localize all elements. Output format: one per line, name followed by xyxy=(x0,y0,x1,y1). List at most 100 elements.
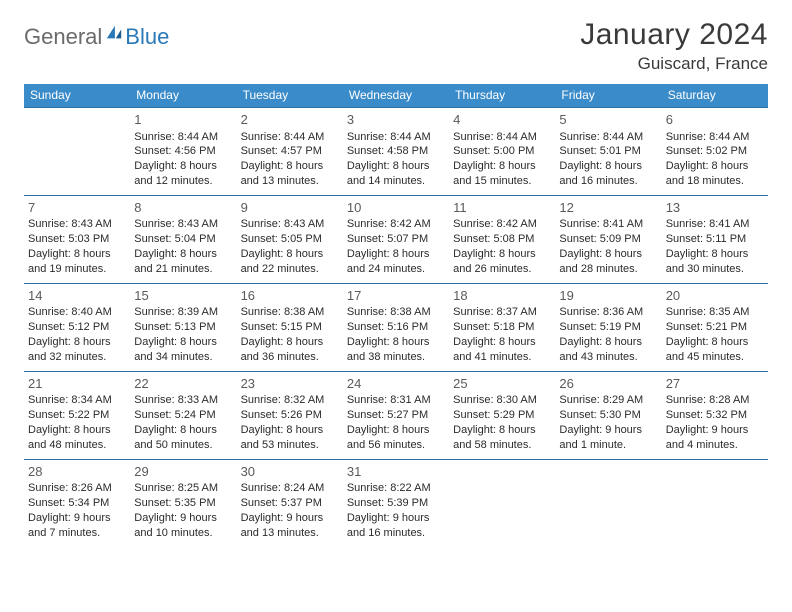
day-number: 24 xyxy=(347,375,445,393)
sunset-line: Sunset: 5:04 PM xyxy=(134,232,232,247)
location-label: Guiscard, France xyxy=(580,54,768,74)
sunrise-line: Sunrise: 8:38 AM xyxy=(347,305,445,320)
day-number: 13 xyxy=(666,199,764,217)
daylight-line: Daylight: 8 hours and 58 minutes. xyxy=(453,423,551,453)
sunset-line: Sunset: 5:05 PM xyxy=(241,232,339,247)
day-number: 5 xyxy=(559,111,657,129)
calendar-cell: 26Sunrise: 8:29 AMSunset: 5:30 PMDayligh… xyxy=(555,371,661,459)
day-number: 25 xyxy=(453,375,551,393)
calendar-cell: 24Sunrise: 8:31 AMSunset: 5:27 PMDayligh… xyxy=(343,371,449,459)
brand-part1: General xyxy=(24,24,102,50)
sunrise-line: Sunrise: 8:28 AM xyxy=(666,393,764,408)
daylight-line: Daylight: 9 hours and 16 minutes. xyxy=(347,511,445,541)
sunset-line: Sunset: 5:18 PM xyxy=(453,320,551,335)
daylight-line: Daylight: 8 hours and 32 minutes. xyxy=(28,335,126,365)
daylight-line: Daylight: 8 hours and 18 minutes. xyxy=(666,159,764,189)
weekday-header: Sunday xyxy=(24,84,130,107)
brand-sail-icon xyxy=(105,24,123,42)
sunrise-line: Sunrise: 8:44 AM xyxy=(453,130,551,145)
calendar-cell: 20Sunrise: 8:35 AMSunset: 5:21 PMDayligh… xyxy=(662,283,768,371)
sunrise-line: Sunrise: 8:33 AM xyxy=(134,393,232,408)
daylight-line: Daylight: 9 hours and 10 minutes. xyxy=(134,511,232,541)
sunset-line: Sunset: 5:15 PM xyxy=(241,320,339,335)
sunrise-line: Sunrise: 8:42 AM xyxy=(347,217,445,232)
sunrise-line: Sunrise: 8:44 AM xyxy=(241,130,339,145)
sunset-line: Sunset: 5:35 PM xyxy=(134,496,232,511)
daylight-line: Daylight: 8 hours and 26 minutes. xyxy=(453,247,551,277)
weekday-header: Friday xyxy=(555,84,661,107)
calendar-cell: 28Sunrise: 8:26 AMSunset: 5:34 PMDayligh… xyxy=(24,459,130,547)
weekday-header: Tuesday xyxy=(237,84,343,107)
daylight-line: Daylight: 8 hours and 15 minutes. xyxy=(453,159,551,189)
sunset-line: Sunset: 5:19 PM xyxy=(559,320,657,335)
day-number: 31 xyxy=(347,463,445,481)
sunset-line: Sunset: 5:27 PM xyxy=(347,408,445,423)
daylight-line: Daylight: 8 hours and 28 minutes. xyxy=(559,247,657,277)
daylight-line: Daylight: 8 hours and 16 minutes. xyxy=(559,159,657,189)
daylight-line: Daylight: 8 hours and 45 minutes. xyxy=(666,335,764,365)
calendar-cell: 12Sunrise: 8:41 AMSunset: 5:09 PMDayligh… xyxy=(555,195,661,283)
sunrise-line: Sunrise: 8:34 AM xyxy=(28,393,126,408)
sunrise-line: Sunrise: 8:38 AM xyxy=(241,305,339,320)
day-number: 10 xyxy=(347,199,445,217)
day-number: 18 xyxy=(453,287,551,305)
sunrise-line: Sunrise: 8:26 AM xyxy=(28,481,126,496)
day-number: 16 xyxy=(241,287,339,305)
sunrise-line: Sunrise: 8:43 AM xyxy=(134,217,232,232)
day-number: 15 xyxy=(134,287,232,305)
day-number: 19 xyxy=(559,287,657,305)
weekday-header: Thursday xyxy=(449,84,555,107)
calendar-cell: 18Sunrise: 8:37 AMSunset: 5:18 PMDayligh… xyxy=(449,283,555,371)
sunset-line: Sunset: 5:08 PM xyxy=(453,232,551,247)
daylight-line: Daylight: 8 hours and 34 minutes. xyxy=(134,335,232,365)
daylight-line: Daylight: 8 hours and 19 minutes. xyxy=(28,247,126,277)
day-number: 26 xyxy=(559,375,657,393)
calendar-cell: 22Sunrise: 8:33 AMSunset: 5:24 PMDayligh… xyxy=(130,371,236,459)
calendar-cell: 23Sunrise: 8:32 AMSunset: 5:26 PMDayligh… xyxy=(237,371,343,459)
calendar-cell: 16Sunrise: 8:38 AMSunset: 5:15 PMDayligh… xyxy=(237,283,343,371)
sunrise-line: Sunrise: 8:36 AM xyxy=(559,305,657,320)
daylight-line: Daylight: 8 hours and 12 minutes. xyxy=(134,159,232,189)
calendar-cell: 4Sunrise: 8:44 AMSunset: 5:00 PMDaylight… xyxy=(449,107,555,195)
day-number: 14 xyxy=(28,287,126,305)
day-number: 28 xyxy=(28,463,126,481)
sunset-line: Sunset: 5:30 PM xyxy=(559,408,657,423)
sunrise-line: Sunrise: 8:41 AM xyxy=(666,217,764,232)
calendar-cell: 9Sunrise: 8:43 AMSunset: 5:05 PMDaylight… xyxy=(237,195,343,283)
daylight-line: Daylight: 9 hours and 7 minutes. xyxy=(28,511,126,541)
sunset-line: Sunset: 5:26 PM xyxy=(241,408,339,423)
calendar-cell: 10Sunrise: 8:42 AMSunset: 5:07 PMDayligh… xyxy=(343,195,449,283)
day-number: 1 xyxy=(134,111,232,129)
weekday-header: Wednesday xyxy=(343,84,449,107)
calendar-cell xyxy=(662,459,768,547)
daylight-line: Daylight: 9 hours and 4 minutes. xyxy=(666,423,764,453)
daylight-line: Daylight: 8 hours and 50 minutes. xyxy=(134,423,232,453)
sunrise-line: Sunrise: 8:31 AM xyxy=(347,393,445,408)
day-number: 2 xyxy=(241,111,339,129)
day-number: 23 xyxy=(241,375,339,393)
sunrise-line: Sunrise: 8:41 AM xyxy=(559,217,657,232)
weekday-header: Saturday xyxy=(662,84,768,107)
sunrise-line: Sunrise: 8:44 AM xyxy=(134,130,232,145)
sunrise-line: Sunrise: 8:39 AM xyxy=(134,305,232,320)
calendar-cell: 27Sunrise: 8:28 AMSunset: 5:32 PMDayligh… xyxy=(662,371,768,459)
sunrise-line: Sunrise: 8:42 AM xyxy=(453,217,551,232)
brand-logo: General Blue xyxy=(24,18,169,50)
day-number: 4 xyxy=(453,111,551,129)
calendar-cell xyxy=(449,459,555,547)
sunset-line: Sunset: 5:32 PM xyxy=(666,408,764,423)
daylight-line: Daylight: 8 hours and 43 minutes. xyxy=(559,335,657,365)
sunrise-line: Sunrise: 8:43 AM xyxy=(241,217,339,232)
day-number: 7 xyxy=(28,199,126,217)
sunrise-line: Sunrise: 8:22 AM xyxy=(347,481,445,496)
calendar-cell: 6Sunrise: 8:44 AMSunset: 5:02 PMDaylight… xyxy=(662,107,768,195)
weekday-header: Monday xyxy=(130,84,236,107)
daylight-line: Daylight: 8 hours and 24 minutes. xyxy=(347,247,445,277)
sunset-line: Sunset: 5:29 PM xyxy=(453,408,551,423)
sunset-line: Sunset: 5:37 PM xyxy=(241,496,339,511)
daylight-line: Daylight: 8 hours and 30 minutes. xyxy=(666,247,764,277)
sunset-line: Sunset: 5:13 PM xyxy=(134,320,232,335)
sunset-line: Sunset: 5:07 PM xyxy=(347,232,445,247)
daylight-line: Daylight: 9 hours and 13 minutes. xyxy=(241,511,339,541)
day-number: 3 xyxy=(347,111,445,129)
